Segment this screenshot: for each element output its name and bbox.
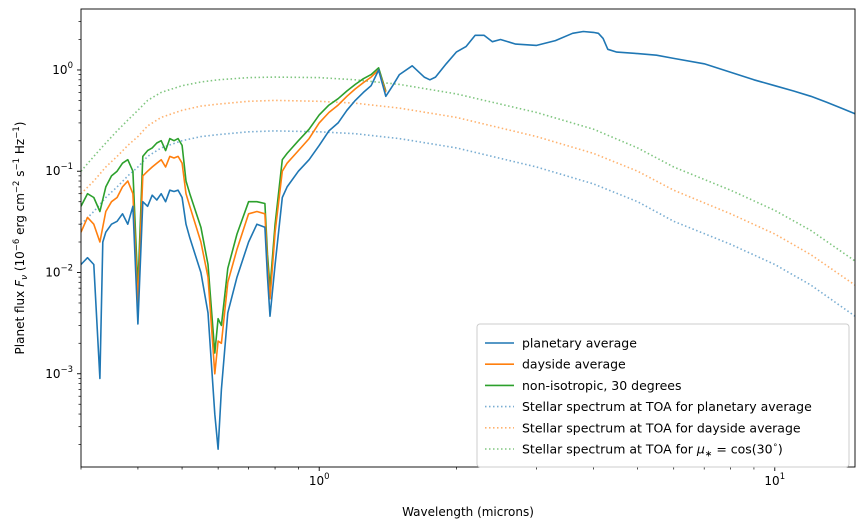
series-line-5 <box>81 76 855 262</box>
series-line-0 <box>81 30 855 451</box>
x-tick-label: 100 <box>309 472 330 488</box>
legend-box <box>476 323 850 468</box>
y-tick-label: 100 <box>52 61 73 77</box>
series-line-3 <box>81 130 855 317</box>
legend: planetary average dayside average non-isot… <box>476 323 850 468</box>
ticks-layer: 100 101 10−3 10−2 10−1 100 <box>45 21 785 488</box>
labels-layer: Wavelength (microns) Planet flux Fν (10−… <box>12 122 534 519</box>
y-axis-label: Planet flux Fν (10−6 erg cm−2 s−1 Hz−1) <box>12 122 30 355</box>
x-tick-label: 101 <box>764 472 785 488</box>
series-line-4 <box>81 99 855 286</box>
y-tick-label: 10−2 <box>45 263 73 279</box>
legend-label: Stellar spectrum at TOA for planetary av… <box>522 399 812 414</box>
legend-label: Stellar spectrum at TOA for μ∗ = cos(30∘… <box>522 441 783 460</box>
axes-frame <box>80 8 856 468</box>
legend-label: Stellar spectrum at TOA for dayside aver… <box>522 420 801 435</box>
x-axis-label: Wavelength (microns) <box>402 505 534 519</box>
legend-label: planetary average <box>522 336 637 351</box>
legend-label: dayside average <box>522 357 626 372</box>
y-tick-label: 10−3 <box>45 365 73 381</box>
y-tick-label: 10−1 <box>45 162 73 178</box>
legend-label: non-isotropic, 30 degrees <box>522 378 681 393</box>
series-line-1 <box>81 69 387 375</box>
series-layer <box>81 30 855 451</box>
series-line-2 <box>81 67 387 354</box>
